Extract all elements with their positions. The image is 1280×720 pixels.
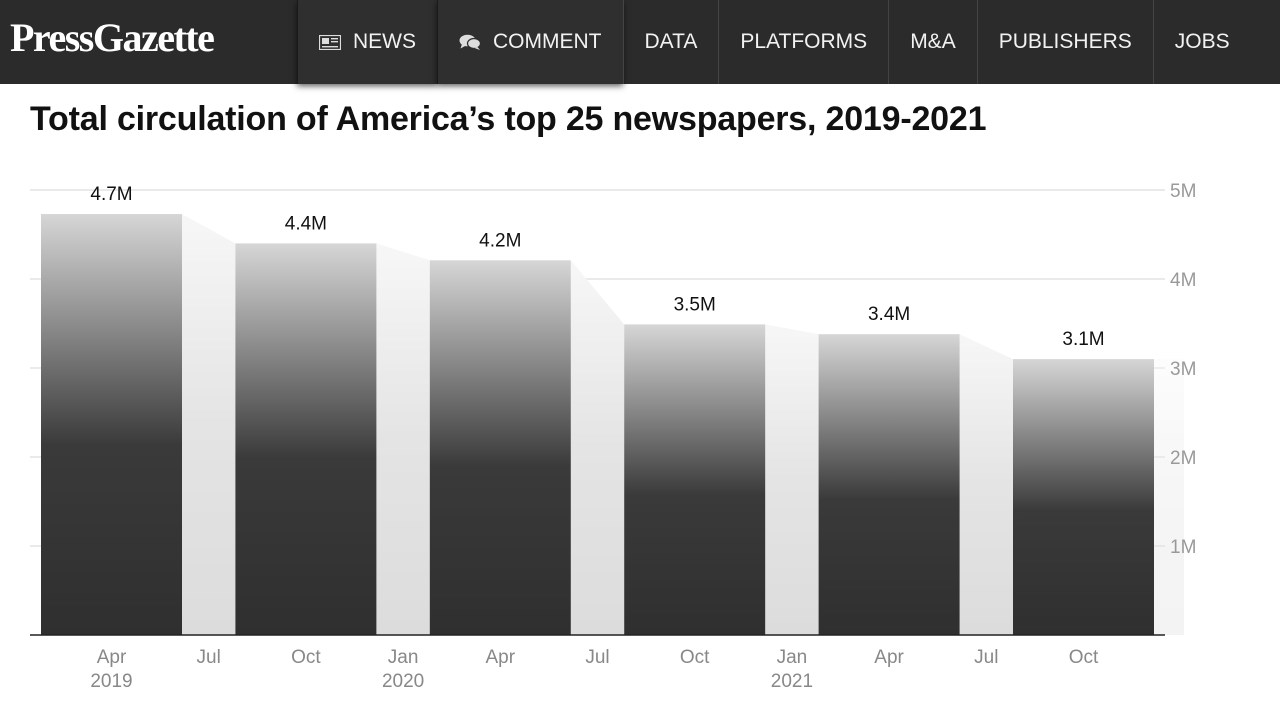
connector-band — [182, 214, 236, 635]
nav-item-publishers[interactable]: PUBLISHERS — [976, 0, 1153, 84]
x-tick-label: Jul — [197, 647, 221, 668]
data-label: 3.1M — [1062, 329, 1104, 350]
y-axis-ticks: 1M 2M 3M 4M 5M — [1170, 181, 1196, 558]
data-label: 4.7M — [90, 184, 132, 205]
bar[interactable] — [235, 243, 377, 635]
connector-bands — [182, 214, 1184, 635]
x-axis-ticks: Apr 2019 Jul Oct Jan 2020 Apr Jul Oct Jan 2021 Apr J… — [90, 647, 1099, 692]
data-label: 4.4M — [285, 213, 327, 234]
nav-label-news: NEWS — [353, 30, 416, 53]
x-tick-label: Jul — [585, 647, 609, 668]
data-labels: 4.7M 4.4M 4.2M 3.5M 3.4M 3.1M — [90, 184, 1104, 350]
bars — [41, 214, 1154, 635]
y-tick-label: 5M — [1170, 181, 1196, 202]
newspaper-icon — [319, 34, 341, 50]
nav-item-m-and-a[interactable]: M&A — [888, 0, 977, 84]
connector-band-tail — [1154, 359, 1184, 635]
connector-band — [959, 334, 1013, 635]
connector-band — [765, 324, 819, 635]
nav-item-data[interactable]: DATA — [622, 0, 719, 84]
x-tick-year: 2021 — [771, 671, 813, 692]
x-tick-label: Jan — [388, 647, 419, 668]
site-header: PressGazette NEWS — [0, 0, 1280, 84]
x-tick-label: Jan — [777, 647, 808, 668]
connector-band — [570, 260, 625, 635]
speech-bubbles-icon — [459, 34, 481, 50]
y-tick-label: 4M — [1170, 270, 1196, 291]
bar[interactable] — [818, 334, 960, 635]
y-tick-label: 1M — [1170, 537, 1196, 558]
nav-item-comment[interactable]: COMMENT — [437, 0, 623, 84]
bar-chart: 4.7M 4.4M 4.2M 3.5M 3.4M 3.1M 1M 2M 3M 4M 5M Apr 2… — [30, 181, 1196, 692]
x-tick-label: Apr — [486, 647, 516, 668]
data-label: 4.2M — [479, 230, 521, 251]
chart-title: Total circulation of America’s top 25 ne… — [30, 100, 987, 138]
bar[interactable] — [1013, 359, 1154, 635]
data-label: 3.4M — [868, 304, 910, 325]
x-tick-label: Apr — [97, 647, 127, 668]
x-tick-label: Apr — [874, 647, 904, 668]
nav-label-data: DATA — [644, 30, 698, 53]
bar[interactable] — [41, 214, 182, 635]
y-tick-label: 3M — [1170, 359, 1196, 380]
main-nav: NEWS COMMENT DATA PLATFORMS M&A PUBLISHE… — [297, 0, 1251, 84]
nav-label-platforms: PLATFORMS — [740, 30, 868, 53]
site-logo[interactable]: PressGazette — [10, 15, 215, 60]
x-tick-label: Jul — [974, 647, 998, 668]
nav-item-jobs[interactable]: JOBS — [1152, 0, 1251, 84]
nav-label-jobs: JOBS — [1174, 30, 1230, 53]
connector-band — [376, 243, 430, 635]
bar[interactable] — [624, 324, 766, 635]
nav-item-platforms[interactable]: PLATFORMS — [718, 0, 888, 84]
y-tick-label: 2M — [1170, 448, 1196, 469]
bar[interactable] — [429, 260, 571, 635]
x-tick-label: Oct — [1069, 647, 1099, 668]
x-tick-label: Oct — [291, 647, 321, 668]
nav-label-comment: COMMENT — [493, 30, 602, 53]
nav-label-m-and-a: M&A — [910, 30, 956, 53]
data-label: 3.5M — [674, 294, 716, 315]
x-tick-year: 2019 — [90, 671, 132, 692]
nav-item-news[interactable]: NEWS — [297, 0, 437, 84]
x-tick-year: 2020 — [382, 671, 424, 692]
nav-label-publishers: PUBLISHERS — [998, 30, 1132, 53]
x-tick-label: Oct — [680, 647, 710, 668]
